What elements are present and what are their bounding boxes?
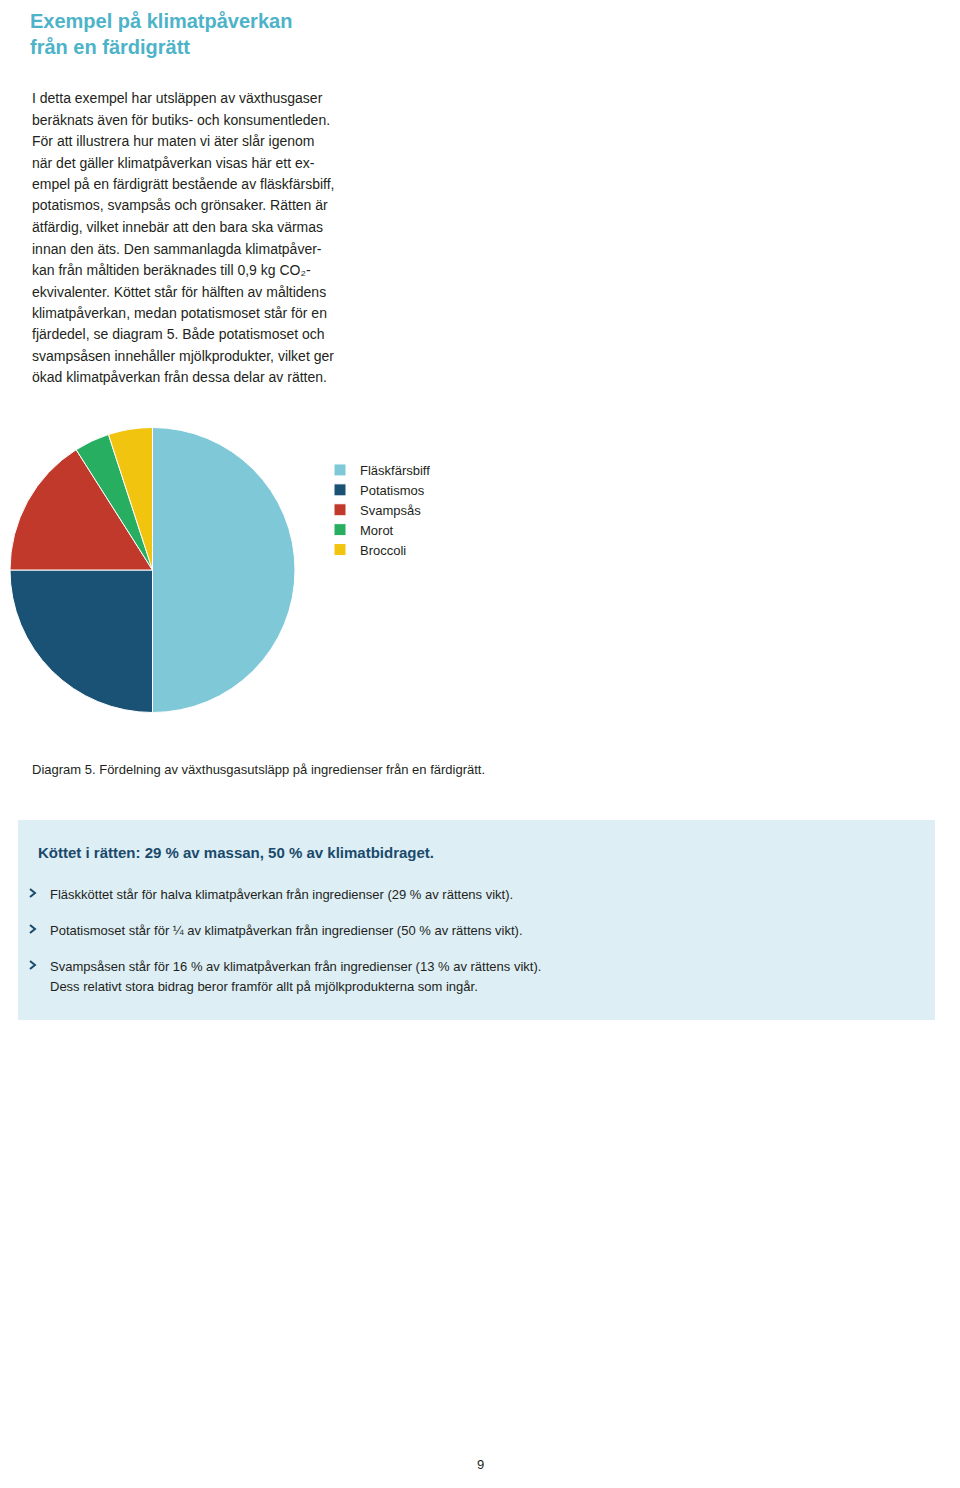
svg-text:Dess relativt stora bidrag ber: Dess relativt stora bidrag beror framför… <box>50 979 478 994</box>
svg-text:Fläskfärsbiff: Fläskfärsbiff <box>360 463 430 478</box>
svg-text:För att illustrera hur maten v: För att illustrera hur maten vi äter slå… <box>32 133 314 149</box>
svg-text:innan den äts. Den sammanlagda: innan den äts. Den sammanlagda klimatpåv… <box>32 241 322 257</box>
svg-text:klimatpåverkan, medan potatism: klimatpåverkan, medan potatismoset står … <box>32 305 327 321</box>
svg-text:9: 9 <box>477 1457 484 1472</box>
svg-text:Broccoli: Broccoli <box>360 543 406 558</box>
svg-text:Köttet i rätten: 29 % av massa: Köttet i rätten: 29 % av massan, 50 % av… <box>38 844 434 861</box>
svg-text:beräknats även för butiks- och: beräknats även för butiks- och konsument… <box>32 112 330 128</box>
svg-text:Morot: Morot <box>360 523 394 538</box>
svg-text:ätfärdig, vilket innebär att d: ätfärdig, vilket innebär att den bara sk… <box>32 219 323 235</box>
svg-text:Potatismoset står för ¼ av kli: Potatismoset står för ¼ av klimatpåverka… <box>50 923 523 938</box>
svg-text:ökad klimatpåverkan från dessa: ökad klimatpåverkan från dessa delar av … <box>32 369 327 385</box>
svg-text:empel på en färdigrätt beståen: empel på en färdigrätt bestående av fläs… <box>32 176 334 192</box>
svg-text:ekvivalenter. Köttet står för: ekvivalenter. Köttet står för hälften av… <box>32 284 326 300</box>
svg-text:Exempel på klimatpåverkanfrån: Exempel på klimatpåverkanfrån en färdigr… <box>30 10 292 58</box>
svg-text:Svampsåsen står för 16 % av kl: Svampsåsen står för 16 % av klimatpåverk… <box>50 959 541 974</box>
svg-text:svampsåsen innehåller mjölkpro: svampsåsen innehåller mjölkprodukter, vi… <box>32 348 334 364</box>
svg-text:Fläskköttet står för halva kli: Fläskköttet står för halva klimatpåverka… <box>50 887 513 902</box>
svg-text:Svampsås: Svampsås <box>360 503 421 518</box>
svg-text:Potatismos: Potatismos <box>360 483 425 498</box>
svg-text:fjärdedel, se diagram 5. Både: fjärdedel, se diagram 5. Både potatismos… <box>32 326 325 342</box>
svg-text:I detta exempel har utsläppen: I detta exempel har utsläppen av växthus… <box>32 90 323 106</box>
svg-text:Diagram 5. Fördelning av växth: Diagram 5. Fördelning av växthusgasutslä… <box>32 762 485 777</box>
svg-text:kan från måltiden beräknades t: kan från måltiden beräknades till 0,9 kg… <box>32 262 311 278</box>
svg-text:potatismos, svampsås och gröns: potatismos, svampsås och grönsaker. Rätt… <box>32 197 328 213</box>
svg-text:när det gäller klimatpåverkan: när det gäller klimatpåverkan visas här … <box>32 155 315 171</box>
